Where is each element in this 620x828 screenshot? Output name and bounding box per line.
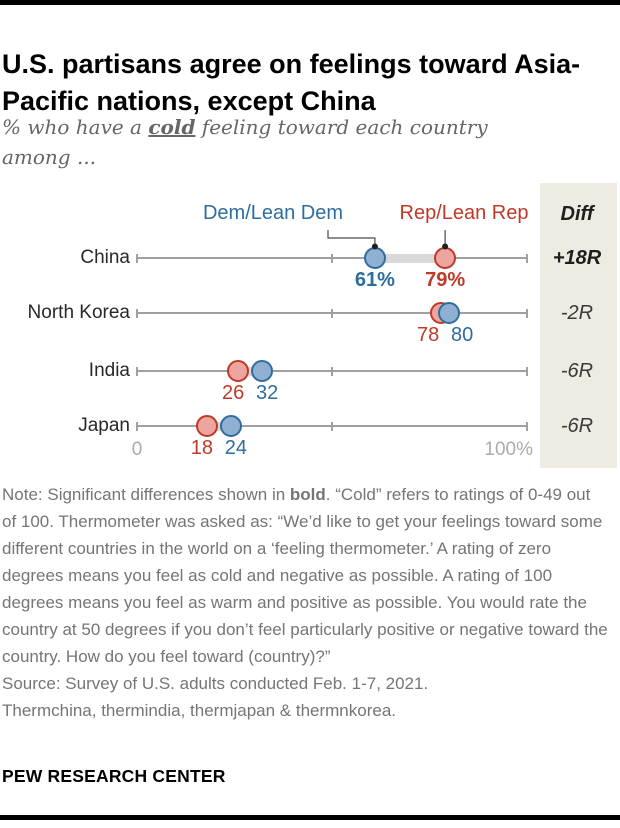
note-bold-word: bold bbox=[289, 485, 326, 504]
axis-tick bbox=[331, 421, 333, 431]
axis-tick bbox=[526, 366, 528, 376]
rep-dot bbox=[227, 360, 250, 382]
axis-tick bbox=[331, 308, 333, 318]
gap-bar bbox=[374, 253, 446, 263]
diff-value: -6R bbox=[560, 415, 594, 437]
diff-value: -2R bbox=[560, 302, 594, 324]
axis-tick bbox=[136, 308, 138, 318]
rep-value-label: 79% bbox=[425, 269, 466, 291]
top-rule bbox=[0, 0, 620, 5]
rep-value-label: 26 bbox=[221, 382, 245, 404]
row-country-label: North Korea bbox=[27, 302, 130, 323]
dem-dot bbox=[219, 415, 242, 437]
rep-value-label: 18 bbox=[190, 437, 214, 459]
gap-bar bbox=[238, 366, 262, 376]
axis-tick bbox=[526, 308, 528, 318]
bottom-rule bbox=[0, 815, 620, 820]
legend-dem-label: Dem/Lean Dem bbox=[202, 202, 344, 224]
axis-label-hundred: 100% bbox=[484, 439, 533, 460]
row-country-label: China bbox=[80, 247, 130, 268]
row-country-label: Japan bbox=[78, 415, 130, 436]
axis-tick bbox=[136, 421, 138, 431]
chart-subtitle: % who have a cold feeling toward each co… bbox=[2, 112, 562, 172]
axis-tick bbox=[331, 253, 333, 263]
dem-value-label: 24 bbox=[224, 437, 248, 459]
chart-note: Note: Significant differences shown in b… bbox=[2, 481, 608, 724]
subtitle-line2: among ... bbox=[2, 145, 97, 169]
dem-value-label: 61% bbox=[354, 269, 395, 291]
diff-value: +18R bbox=[552, 247, 602, 269]
axis-label-zero: 0 bbox=[131, 439, 143, 460]
gap-bar bbox=[207, 421, 231, 431]
axis-tick bbox=[136, 366, 138, 376]
source-line-2: Thermchina, thermindia, thermjapan & the… bbox=[2, 701, 397, 720]
subtitle-suffix: feeling toward each country bbox=[195, 115, 488, 139]
diff-value: -6R bbox=[560, 360, 594, 382]
diff-column-header: Diff bbox=[560, 203, 594, 225]
rep-value-label: 78 bbox=[416, 324, 440, 346]
subtitle-prefix: % who have a bbox=[2, 115, 149, 139]
axis-tick bbox=[526, 253, 528, 263]
rep-dot bbox=[434, 247, 457, 269]
dem-dot bbox=[250, 360, 273, 382]
legend-rep-label: Rep/Lean Rep bbox=[399, 202, 529, 224]
dot-plot-chart: Dem/Lean Dem Rep/Lean Rep Diff China 79% 6… bbox=[0, 178, 620, 470]
subtitle-emphasis: cold bbox=[148, 115, 196, 139]
axis-tick bbox=[331, 366, 333, 376]
note-suffix: . “Cold” refers to ratings of 0-49 out o… bbox=[2, 485, 608, 666]
page-title: U.S. partisans agree on feelings toward … bbox=[2, 49, 581, 117]
dem-value-label: 32 bbox=[255, 382, 279, 404]
dem-dot bbox=[438, 302, 460, 324]
axis-tick bbox=[136, 253, 138, 263]
rep-dot bbox=[196, 415, 219, 437]
dem-dot bbox=[363, 247, 386, 269]
row-country-label: India bbox=[88, 360, 130, 381]
pew-research-center-wordmark: PEW RESEARCH CENTER bbox=[2, 766, 226, 786]
source-line-1: Source: Survey of U.S. adults conducted … bbox=[2, 674, 429, 693]
diff-panel bbox=[540, 183, 617, 468]
note-prefix: Note: Significant differences shown in bbox=[2, 485, 290, 504]
axis-tick bbox=[526, 421, 528, 431]
dem-value-label: 80 bbox=[450, 324, 474, 346]
